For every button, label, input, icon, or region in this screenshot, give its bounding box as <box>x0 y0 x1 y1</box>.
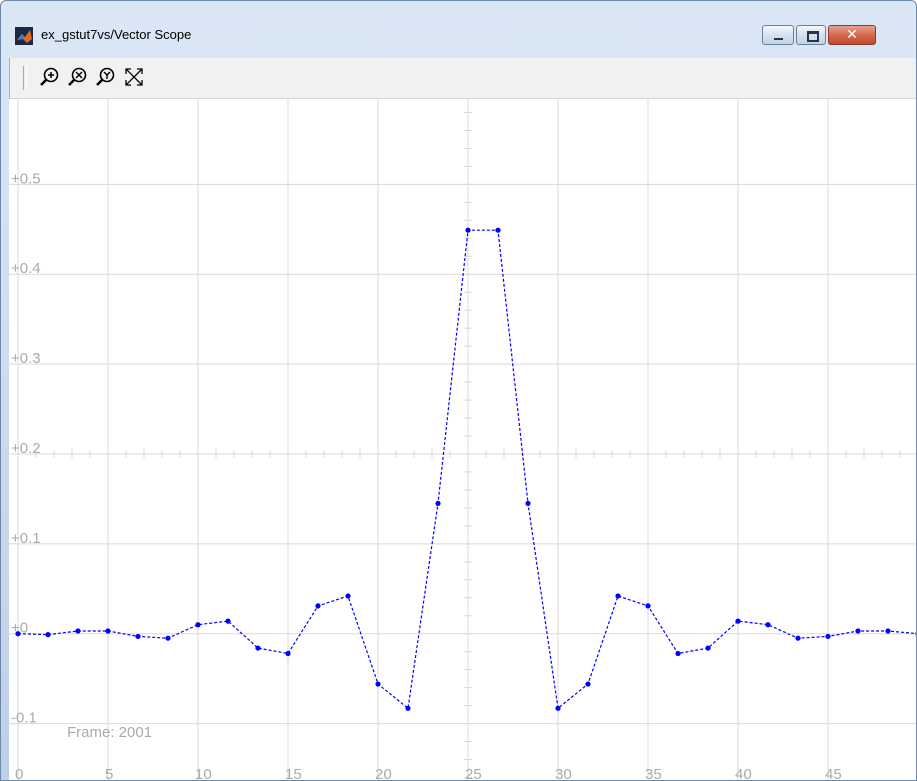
data-point <box>45 632 51 638</box>
zoom-in-icon[interactable] <box>39 66 61 88</box>
x-tick-label: 20 <box>375 766 392 781</box>
maximize-icon <box>807 31 819 42</box>
plot-area[interactable]: -0.1 +0 +0.1 +0.2 +0.3 +0.4 +0.5 0 5 10 15 20 25 30 35… <box>9 99 917 781</box>
zoom-y-icon[interactable] <box>95 66 117 88</box>
data-point <box>855 628 861 634</box>
data-point <box>345 593 351 599</box>
data-point <box>615 593 621 599</box>
data-point <box>825 633 831 640</box>
zoom-x-icon[interactable] <box>67 66 89 88</box>
y-tick-label: +0.5 <box>11 170 41 187</box>
data-point <box>525 500 531 507</box>
vector-scope-plot[interactable]: -0.1 +0 +0.1 +0.2 +0.3 +0.4 +0.5 0 5 10 15 20 25 30 35… <box>9 99 917 781</box>
data-point <box>255 645 261 651</box>
data-point <box>135 633 141 640</box>
x-tick-label: 45 <box>825 766 842 781</box>
data-point <box>705 645 711 651</box>
y-tick-label: +0.1 <box>11 530 41 547</box>
data-point <box>405 705 411 711</box>
window-title: ex_gstut7vs/Vector Scope <box>41 27 192 42</box>
close-icon: ✕ <box>846 27 858 43</box>
maximize-button[interactable] <box>796 25 826 45</box>
data-point <box>315 603 321 609</box>
y-tick-label: +0.2 <box>11 440 41 457</box>
data-point <box>375 681 381 687</box>
matlab-icon <box>15 27 33 45</box>
data-point <box>75 628 81 634</box>
title-bar[interactable]: ex_gstut7vs/Vector Scope ✕ <box>1 1 916 57</box>
x-tick-label: 35 <box>645 766 662 781</box>
data-point <box>105 628 111 634</box>
toolbar <box>9 58 916 99</box>
data-point <box>435 500 441 507</box>
data-point <box>885 628 891 634</box>
y-tick-label: -0.1 <box>11 710 37 727</box>
data-point <box>675 650 681 657</box>
y-tick-label: +0 <box>11 620 28 637</box>
data-point <box>765 622 771 628</box>
data-point <box>225 618 231 624</box>
data-point <box>555 705 561 711</box>
data-point <box>915 632 916 636</box>
minimize-icon <box>774 38 783 40</box>
x-tick-label: 30 <box>555 766 572 781</box>
x-tick-label: 15 <box>285 766 302 781</box>
data-point <box>195 622 201 628</box>
x-tick-label: 0 <box>15 766 23 781</box>
autoscale-icon[interactable] <box>123 66 145 88</box>
x-tick-label: 10 <box>195 766 212 781</box>
data-point <box>645 603 651 609</box>
minimize-button[interactable] <box>762 25 794 45</box>
data-point <box>735 618 741 624</box>
data-point <box>585 681 591 687</box>
data-point <box>15 631 21 637</box>
data-point <box>465 227 471 233</box>
close-button[interactable]: ✕ <box>828 25 876 45</box>
x-tick-label: 5 <box>105 766 113 781</box>
data-point <box>285 650 291 657</box>
data-point <box>495 227 501 233</box>
toolbar-separator <box>23 66 27 90</box>
data-point <box>165 635 171 641</box>
frame-label: Frame: 2001 <box>67 724 152 741</box>
data-point <box>795 635 801 641</box>
x-tick-label: 40 <box>735 766 752 781</box>
x-tick-label: 25 <box>465 766 482 781</box>
y-tick-label: +0.3 <box>11 350 41 367</box>
y-tick-label: +0.4 <box>11 260 41 277</box>
